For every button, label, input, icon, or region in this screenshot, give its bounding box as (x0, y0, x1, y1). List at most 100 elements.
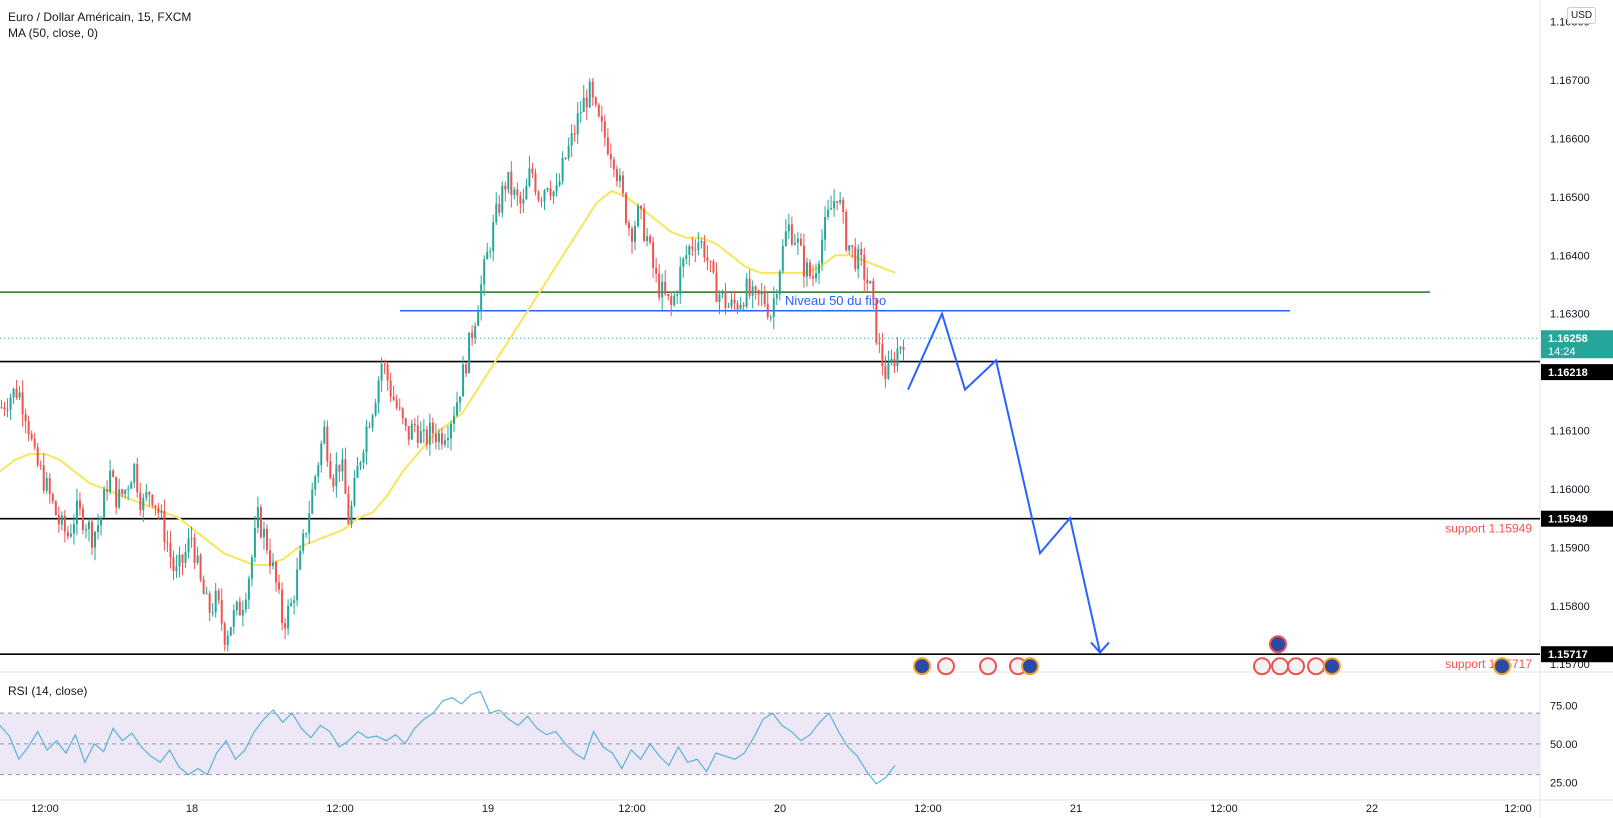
candle-body (172, 557, 175, 572)
us-event-icon[interactable] (1307, 657, 1325, 676)
candle-body (763, 292, 766, 305)
ma-indicator-label[interactable]: MA (50, close, 0) (8, 26, 99, 40)
candle-body (256, 507, 259, 528)
candle-body (81, 508, 84, 530)
candle-body (169, 543, 172, 558)
support2-price-tag: 1.15717 (1548, 649, 1588, 661)
candle-body (453, 415, 456, 424)
rsi-line (0, 690, 896, 785)
price-tick-label: 1.16400 (1550, 250, 1590, 262)
us-event-icon[interactable] (979, 657, 997, 676)
eu-event-icon[interactable] (1021, 657, 1039, 676)
projection-path[interactable] (907, 310, 1110, 654)
candle-body (842, 200, 845, 213)
eu-event-icon[interactable] (1323, 657, 1341, 676)
candle-body (404, 418, 407, 427)
candle-body (187, 538, 190, 553)
candle-body (75, 500, 78, 525)
candle-body (431, 422, 434, 434)
time-tick-label: 12:00 (1210, 803, 1238, 815)
rsi-indicator-label[interactable]: RSI (14, close) (8, 684, 88, 698)
us-event-icon[interactable] (1253, 657, 1271, 676)
candle-body (63, 515, 66, 532)
candle-body (199, 555, 202, 580)
candle-body (848, 245, 851, 251)
currency-badge[interactable]: USD (1567, 7, 1597, 24)
price-levels[interactable]: Niveau 50 du fibo support 1.15949 support … (0, 291, 1540, 671)
candle-body (428, 422, 431, 445)
candle-body (217, 590, 220, 600)
candle-body (495, 203, 498, 223)
candle-body (94, 531, 97, 548)
time-tick-label: 22 (1366, 803, 1378, 815)
candle-body (42, 465, 45, 491)
candle-body (546, 188, 549, 191)
candle-body (229, 627, 232, 636)
candle-body (139, 492, 142, 510)
candle-body (253, 527, 256, 558)
support1-price-tag-bg (1541, 510, 1613, 527)
eu-event-icon[interactable] (913, 657, 931, 676)
candle-body (534, 173, 537, 193)
projection-line[interactable] (907, 310, 1101, 653)
candle-body (118, 489, 121, 508)
candle-body (673, 295, 676, 305)
candle-body (875, 299, 878, 343)
candle-body (637, 206, 640, 226)
candle-body (618, 175, 621, 182)
candle-body (827, 209, 830, 217)
candle-body (860, 248, 863, 256)
eu-event-icon[interactable] (1493, 657, 1511, 676)
candle-body (688, 246, 691, 256)
candle-body (148, 492, 151, 496)
candle-body (573, 133, 576, 135)
candle-body (878, 342, 881, 345)
candle-body (745, 278, 748, 307)
candle-body (471, 332, 474, 338)
candle-body (881, 344, 884, 366)
price-tick-label: 1.15900 (1550, 542, 1590, 554)
candle-body (184, 552, 187, 563)
candle-body (899, 347, 902, 349)
price-tick-label: 1.16700 (1550, 75, 1590, 87)
candle-body (621, 175, 624, 194)
candle-body (178, 554, 181, 567)
candle-body (323, 426, 326, 444)
eu-event-icon[interactable] (1269, 635, 1287, 654)
price-tick-label: 1.16500 (1550, 192, 1590, 204)
candle-body (465, 364, 468, 374)
price-axis[interactable]: 1.168001.167001.166001.165001.164001.163… (1550, 17, 1590, 790)
candle-body (854, 246, 857, 270)
us-event-icon[interactable] (1287, 657, 1305, 676)
candle-body (594, 97, 597, 105)
us-event-icon[interactable] (937, 657, 955, 676)
candle-body (585, 97, 588, 108)
projection-arrow[interactable] (1090, 641, 1110, 654)
candle-body (851, 245, 854, 247)
candle-body (51, 494, 54, 502)
candle-body (579, 112, 582, 114)
support2-label: support 1.15717 (1445, 657, 1532, 671)
candle-body (564, 157, 567, 159)
candle-body (516, 189, 519, 196)
time-axis[interactable]: 12:00 18 12:00 19 12:00 20 12:00 21 12:00 22 12:00 (31, 803, 1532, 815)
us-event-icon[interactable] (1271, 657, 1289, 676)
candle-body (157, 507, 160, 513)
candle-body (501, 185, 504, 213)
candle-body (33, 438, 36, 448)
candle-body (887, 362, 890, 379)
candle-body (664, 282, 667, 294)
economic-events[interactable] (913, 635, 1511, 676)
candle-body (528, 168, 531, 187)
candle-body (320, 443, 323, 466)
candle-body (244, 599, 247, 610)
candle-body (489, 251, 492, 253)
candle-body (27, 421, 30, 435)
candle-body (459, 396, 462, 403)
candle-body (344, 459, 347, 494)
candle-body (416, 425, 419, 443)
ma-line (0, 189, 896, 566)
